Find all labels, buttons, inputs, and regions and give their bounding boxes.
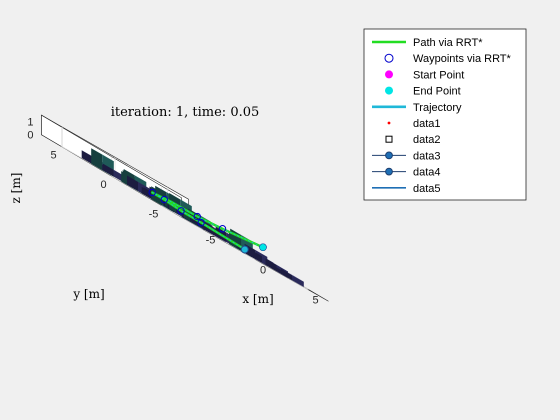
obstacle-face-left	[127, 175, 138, 191]
obstacle-face-left	[281, 268, 293, 281]
legend-swatch	[385, 135, 393, 143]
obstacle-face-front	[292, 275, 304, 287]
x-tick-label: 0	[260, 264, 266, 276]
obstacle-face-left	[91, 148, 103, 171]
obstacle-face-top	[251, 249, 274, 263]
legend-entry: Waypoints via RRT*	[384, 53, 512, 65]
legend-entry: data2	[385, 134, 441, 146]
legend-items: Path via RRT* Waypoints via RRT* Start Poi…	[372, 37, 512, 195]
legend-swatch-marker	[385, 167, 393, 176]
legend-label: Trajectory	[413, 102, 462, 114]
legend-swatch-marker	[385, 151, 393, 160]
obstacle-face-top	[102, 163, 126, 177]
obstacle-face-top	[127, 175, 150, 189]
waypoint-marker	[177, 207, 185, 215]
legend-label: data4	[413, 167, 441, 179]
path-layer	[148, 188, 267, 254]
legend-swatch	[385, 86, 393, 95]
obstacle-face-top	[265, 258, 288, 272]
legend-label: data5	[413, 183, 441, 195]
obstacle-face-top	[244, 243, 268, 257]
z-axis-label: z [m]	[9, 173, 23, 204]
chart-title: iteration: 1, time: 0.05	[111, 105, 260, 120]
legend-entry: data5	[372, 183, 441, 195]
legend-label: End Point	[413, 86, 461, 98]
legend-swatch	[385, 70, 393, 79]
x-tick-label: 5	[312, 294, 318, 306]
legend-entry: Start Point	[385, 69, 464, 81]
legend-entry: End Point	[385, 86, 461, 98]
waypoint-marker	[218, 225, 227, 233]
obstacle-face-left	[102, 163, 114, 177]
waypoint-marker	[160, 195, 168, 204]
legend-entry: Trajectory	[372, 102, 462, 114]
waypoint-marker	[197, 218, 205, 227]
end-point-marker	[259, 243, 267, 252]
legend: Path via RRT* Waypoints via RRT* Start Poi…	[363, 28, 527, 201]
legend-entry: data4	[372, 167, 441, 179]
obstacle-face-left	[81, 150, 93, 165]
y-tick-label: -5	[149, 209, 159, 221]
legend-swatch	[387, 121, 391, 125]
legend-entry: data3	[372, 150, 441, 162]
x-axis-label: x [m]	[242, 292, 273, 306]
legend-label: Path via RRT*	[413, 37, 483, 49]
legend-entry: data1	[387, 118, 441, 130]
z-tick-label: 1	[27, 117, 33, 129]
obstacle-face-top	[169, 193, 192, 207]
start-point-marker	[240, 245, 249, 254]
obstacle-face-top	[188, 208, 211, 222]
obstacle-face-top	[281, 268, 304, 282]
legend-swatch	[384, 53, 394, 63]
z-tick-label: 0	[27, 130, 33, 142]
y-tick-label: 0	[100, 179, 106, 191]
waypoint-marker	[148, 188, 156, 197]
obstacle-face-top	[91, 148, 114, 162]
waypoint-marker	[193, 212, 201, 221]
legend-label: data2	[413, 134, 441, 146]
obstacle-face-top	[230, 228, 253, 242]
obstacle-block	[281, 268, 304, 287]
legend-label: data1	[413, 118, 441, 130]
y-tick-label: 5	[50, 150, 56, 162]
legend-label: Start Point	[413, 69, 464, 81]
legend-label: Waypoints via RRT*	[413, 53, 512, 65]
legend-entry: Path via RRT*	[372, 37, 483, 49]
obstacle-face-left	[251, 249, 262, 263]
obstacle-face-left	[271, 264, 283, 275]
y-axis-label: y [m]	[72, 287, 104, 301]
legend-label: data3	[413, 150, 441, 162]
obstacle-face-top	[123, 169, 147, 182]
x-tick-label: -5	[206, 234, 216, 246]
